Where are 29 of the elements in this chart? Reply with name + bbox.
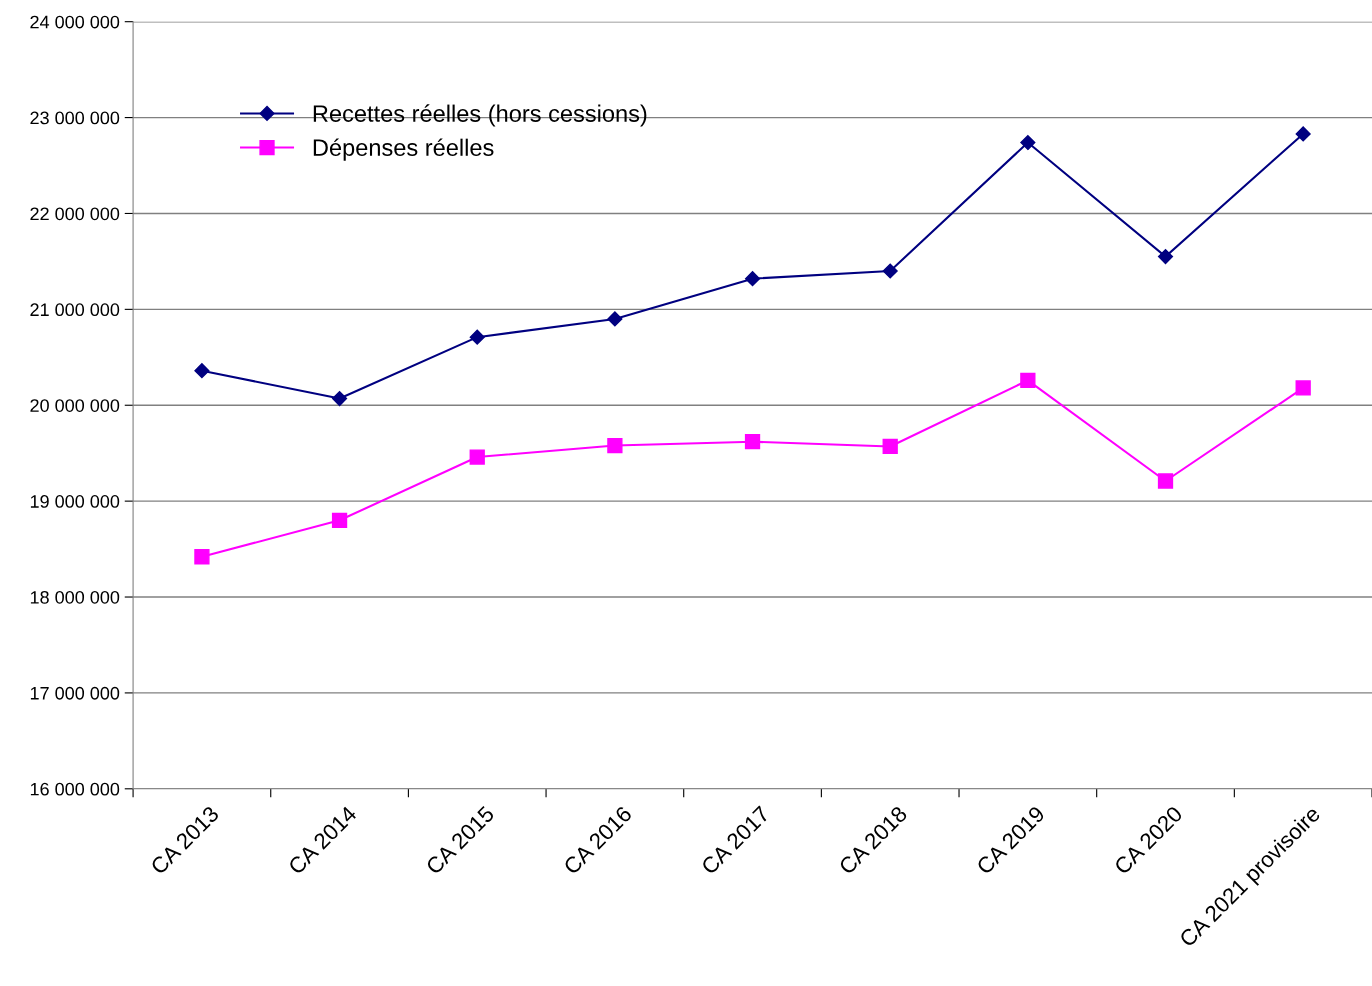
- point: [1295, 380, 1311, 396]
- point: [1020, 372, 1036, 388]
- point: [469, 449, 485, 465]
- y-tick-label: 20 000 000: [30, 399, 120, 412]
- y-tick-label: 19 000 000: [30, 495, 120, 508]
- point: [1157, 249, 1174, 265]
- point: [1157, 473, 1174, 489]
- point: [1295, 126, 1311, 142]
- point: [882, 438, 898, 455]
- y-tick-label: 21 000 000: [30, 303, 120, 317]
- legend-label: Dépenses réelles: [313, 138, 494, 161]
- point: [331, 512, 348, 528]
- y-tick-label: 22 000 000: [30, 207, 120, 221]
- point: [744, 271, 761, 287]
- y-tick-label: 17 000 000: [30, 686, 120, 700]
- y-tick-label: 16 000 000: [30, 782, 120, 796]
- point: [194, 549, 210, 565]
- point: [607, 437, 623, 454]
- y-tick-label: 23 000 000: [30, 111, 120, 125]
- y-tick-label: 24 000 000: [30, 15, 120, 29]
- y-tick-label: 18 000 000: [30, 590, 120, 604]
- legend-label: Recettes réelles (hors cessions): [313, 104, 647, 127]
- point: [469, 329, 485, 345]
- point: [1020, 134, 1036, 151]
- point: [194, 363, 210, 379]
- point: [744, 434, 761, 450]
- point: [607, 311, 623, 327]
- point: [331, 390, 348, 407]
- point: [882, 263, 898, 279]
